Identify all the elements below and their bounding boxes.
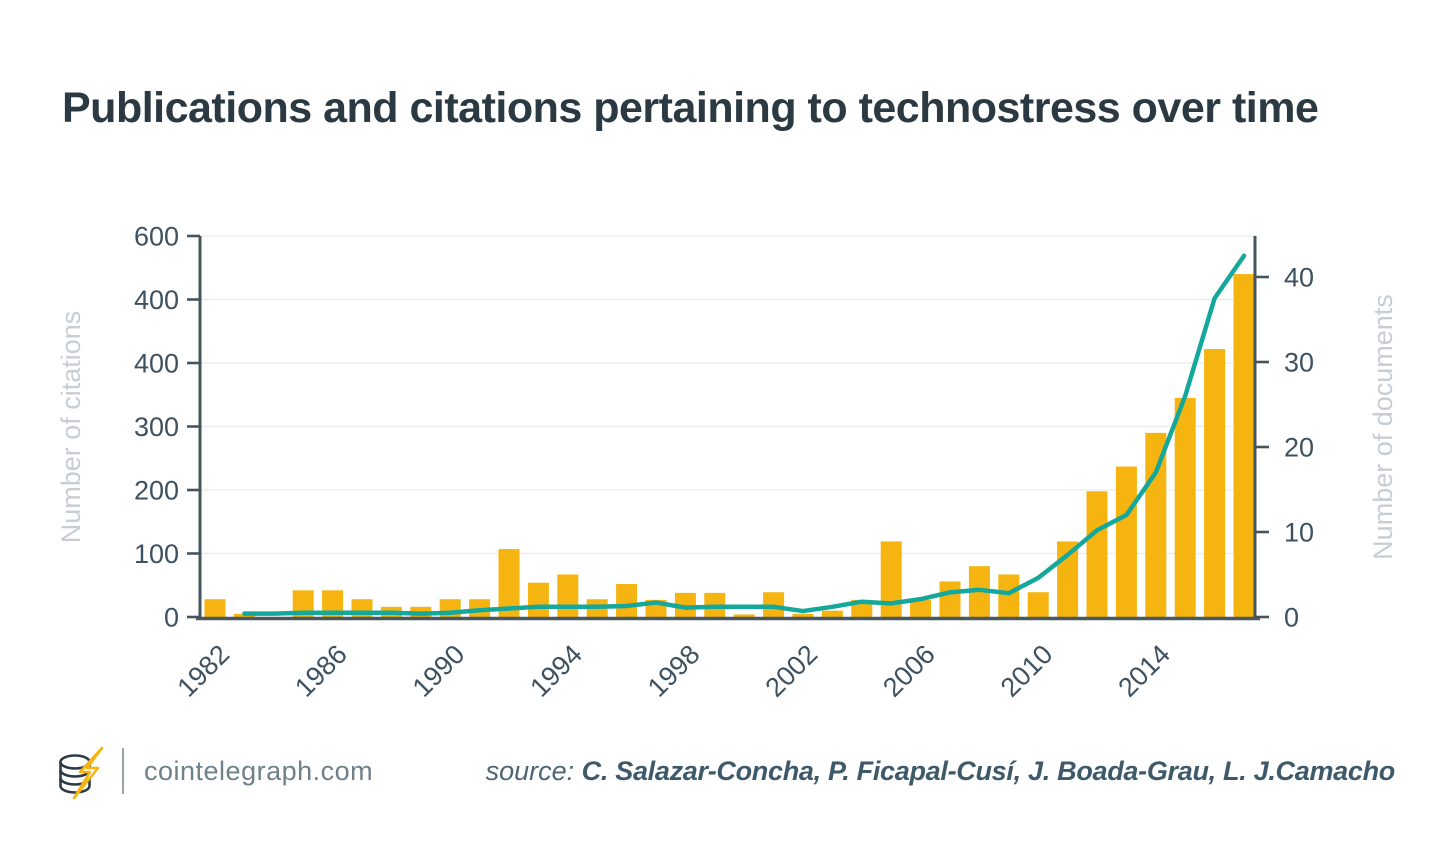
- left-axis-title: Number of citations: [56, 311, 86, 544]
- x-axis-tick-label: 1990: [407, 639, 471, 703]
- bar-2010: [1027, 592, 1049, 618]
- source-credit: source: C. Salazar-Concha, P. Ficapal-Cu…: [485, 756, 1396, 787]
- bar-2005: [880, 541, 902, 618]
- x-axis-tick-label: 2002: [760, 639, 824, 703]
- bar-2016: [1204, 349, 1226, 618]
- x-axis-tick-label: 2014: [1112, 639, 1176, 703]
- bar-1992: [498, 549, 520, 618]
- bar-2017: [1233, 274, 1255, 618]
- left-axis-tick-label: 300: [134, 412, 179, 442]
- x-axis-tick-label: 2006: [877, 639, 941, 703]
- x-axis-tick-label: 1986: [289, 639, 353, 703]
- x-axis-tick-label: 1982: [172, 639, 236, 703]
- right-axis-tick-label: 30: [1284, 348, 1314, 378]
- x-axis-labels-group: 1982 1986 1990 1994 1998 2002 2006 2010 2014: [172, 639, 1176, 703]
- bar-2013: [1115, 466, 1137, 618]
- bar-2015: [1174, 397, 1196, 618]
- x-axis-tick-label: 1994: [524, 639, 588, 703]
- bar-2007: [939, 581, 961, 618]
- bar-2009: [998, 574, 1020, 618]
- right-axis-tick-label: 0: [1284, 603, 1299, 633]
- right-axis-tick-label: 40: [1284, 263, 1314, 293]
- bar-2012: [1086, 491, 1108, 618]
- bar-2000: [733, 614, 755, 618]
- bar-1993: [527, 582, 549, 618]
- bar-1982: [204, 599, 226, 618]
- source-authors: C. Salazar-Concha, P. Ficapal-Cusí, J. B…: [581, 756, 1396, 786]
- footer-divider: [122, 748, 124, 794]
- bar-2008: [968, 566, 990, 618]
- brand-url: cointelegraph.com: [144, 756, 374, 786]
- source-label: source:: [485, 756, 575, 786]
- bar-1994: [557, 574, 579, 618]
- left-axis-tick-label: 100: [134, 539, 179, 569]
- citations-bars-group: [204, 274, 1255, 618]
- left-axis-tick-label: 200: [134, 476, 179, 506]
- left-axis-tick-label: 600: [134, 222, 179, 252]
- bar-1987: [351, 599, 373, 618]
- right-axis-tick-label: 20: [1284, 433, 1314, 463]
- documents-line: [242, 253, 1247, 616]
- left-axis-tick-label: 0: [164, 603, 179, 633]
- bar-2014: [1145, 432, 1167, 618]
- right-axis-tick-label: 10: [1284, 518, 1314, 548]
- x-axis-tick-label: 2010: [995, 639, 1059, 703]
- bar-2002: [792, 613, 814, 618]
- page-title: Publications and citations pertaining to…: [62, 83, 1319, 132]
- x-axis-tick-label: 1998: [642, 639, 706, 703]
- bar-1983: [233, 613, 255, 618]
- bar-2003: [821, 610, 843, 618]
- right-axis-title: Number of documents: [1368, 294, 1398, 560]
- right-axis-ticks-group: 40 30 20 10 0: [1255, 263, 1314, 633]
- left-axis-tick-label: 400: [134, 285, 179, 315]
- bar-2006: [910, 599, 932, 618]
- cointelegraph-coin-bolt-icon: [59, 746, 104, 800]
- left-axis-tick-label: 400: [134, 349, 179, 379]
- footer: cointelegraph.com source: C. Salazar-Con…: [0, 738, 1450, 808]
- gridlines-group: [201, 235, 1254, 555]
- left-axis-ticks-group: 600 400 400 300 200 100 0: [134, 222, 200, 633]
- bar-1996: [616, 583, 638, 618]
